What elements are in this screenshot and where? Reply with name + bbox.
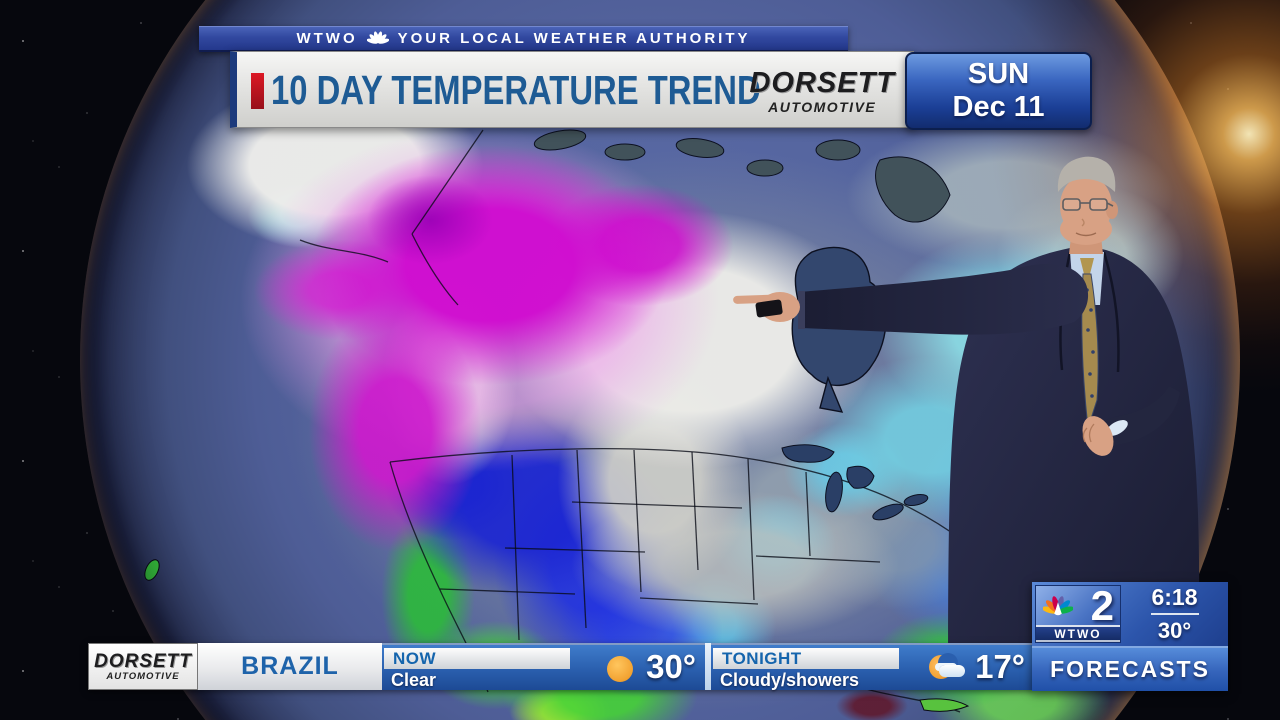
station-bug-panel: 2 WTWO 6:18 30° FORECASTS	[1032, 582, 1228, 691]
ticker-location: BRAZIL	[198, 643, 382, 690]
nbc-peacock-icon	[1043, 596, 1073, 616]
now-label: NOW	[384, 648, 570, 669]
sponsor-logo-header: DORSETT AUTOMOTIVE	[749, 67, 895, 115]
now-condition: Clear	[391, 670, 437, 690]
weather-ticker: DORSETT AUTOMOTIVE BRAZIL NOW Clear 30° …	[88, 643, 1034, 690]
ticker-now-section: NOW Clear 30°	[382, 643, 705, 690]
sponsor-sub: AUTOMOTIVE	[106, 670, 180, 682]
sponsor-name: DORSETT	[749, 67, 895, 99]
date-box: SUN Dec 11	[905, 52, 1092, 130]
sun-icon	[607, 656, 633, 682]
now-temp: 30°	[646, 648, 696, 685]
clock-time: 6:18	[1151, 584, 1198, 610]
tonight-condition: Cloudy/showers	[720, 670, 860, 690]
wtwo-logo: 2 WTWO	[1035, 582, 1121, 643]
current-temp: 30°	[1157, 618, 1192, 643]
station-banner: WTWO YOUR LOCAL WEATHER AUTHORITY	[199, 26, 848, 52]
segment-title: 10 DAY TEMPERATURE TREND	[271, 67, 761, 113]
date-value: Dec 11	[952, 91, 1045, 123]
divider-line	[1150, 613, 1199, 615]
tonight-temp: 17°	[975, 648, 1025, 685]
ticker-tonight-section: TONIGHT Cloudy/showers 17°	[711, 643, 1034, 690]
sponsor-sub: AUTOMOTIVE	[768, 99, 877, 115]
tonight-label: TONIGHT	[713, 648, 899, 669]
station-tagline: YOUR LOCAL WEATHER AUTHORITY	[397, 30, 751, 47]
moon-cloud-icon	[929, 653, 969, 683]
channel-number: 2	[1090, 582, 1114, 629]
nbc-peacock-icon	[366, 30, 389, 44]
date-day: SUN	[967, 58, 1030, 90]
callsign: WTWO	[1036, 625, 1120, 642]
ticker-divider	[705, 643, 711, 690]
station-callsign: WTWO	[296, 30, 358, 47]
red-accent-bar	[251, 73, 264, 109]
sponsor-name: DORSETT	[94, 650, 192, 672]
title-bar: 10 DAY TEMPERATURE TREND DORSETT AUTOMOT…	[230, 51, 914, 128]
forecasts-banner: FORECASTS	[1032, 646, 1228, 691]
station-bug: 2 WTWO 6:18 30°	[1032, 582, 1228, 646]
sponsor-logo-ticker: DORSETT AUTOMOTIVE	[88, 643, 198, 690]
